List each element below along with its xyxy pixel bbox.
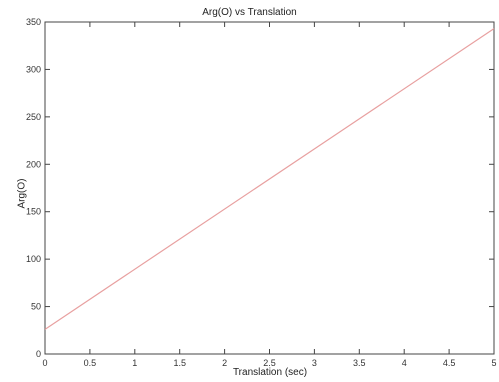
x-tick-label: 1.5 <box>173 358 186 368</box>
y-tick-label: 50 <box>31 302 41 312</box>
x-tick-label: 2 <box>222 358 227 368</box>
x-tick-label: 0 <box>42 358 47 368</box>
y-tick-label: 150 <box>26 207 41 217</box>
x-axis-label: Translation (sec) <box>232 367 308 378</box>
y-tick-label: 300 <box>26 64 41 74</box>
series-line <box>44 28 495 330</box>
x-tick-label: 3.5 <box>353 358 366 368</box>
x-tick-label: 1 <box>132 358 137 368</box>
x-tick-label: 2.5 <box>263 358 276 368</box>
y-tick-label: 0 <box>36 349 41 359</box>
y-tick-label: 250 <box>26 112 41 122</box>
y-tick-label: 100 <box>26 254 41 264</box>
x-ticks: 0 0.5 1 1.5 2 2.5 3 3.5 4 4.5 5 <box>42 22 497 368</box>
y-axis-label: Arg(O) <box>16 178 28 209</box>
x-tick-label: 5 <box>491 358 496 368</box>
y-tick-label: 350 <box>26 17 41 27</box>
series-group <box>44 28 495 330</box>
axes-frame <box>44 21 495 355</box>
x-tick-label: 4.5 <box>443 358 456 368</box>
y-ticks: 0 50 100 150 200 250 300 350 <box>26 17 494 359</box>
x-tick-label: 4 <box>402 358 407 368</box>
x-tick-label: 3 <box>312 358 317 368</box>
x-tick-label: 0.5 <box>84 358 97 368</box>
y-tick-label: 200 <box>26 159 41 169</box>
chart-title: Arg(O) vs Translation <box>202 7 297 18</box>
